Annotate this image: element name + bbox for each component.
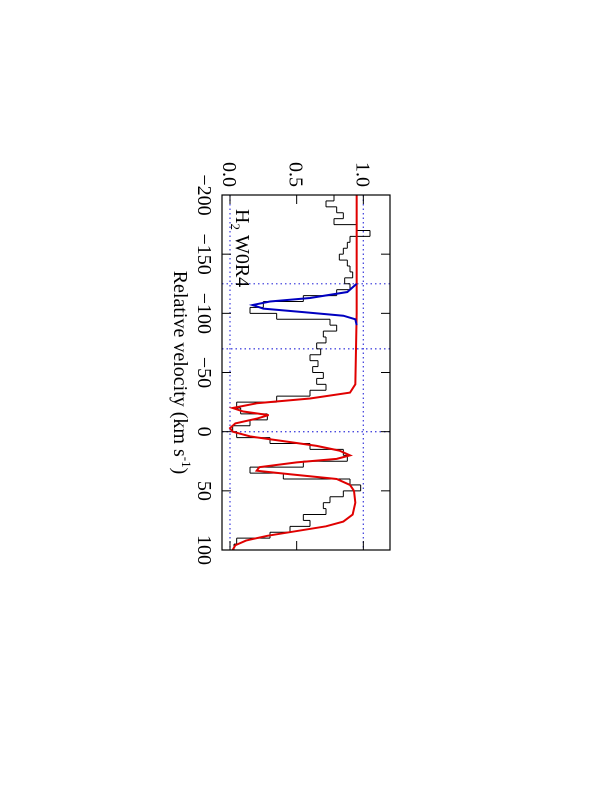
x-axis-label-end: ) (169, 468, 191, 475)
plot-area: −200 −150 −100 −50 0 50 100 0.0 0.5 1.0 Relative v… (169, 162, 391, 565)
model-line (228, 195, 358, 551)
annotation-main: H (231, 209, 253, 223)
annotation: H2 W0R4 (228, 209, 253, 287)
x-tick-label: 50 (193, 481, 215, 501)
annotation-tail: W0R4 (231, 235, 253, 287)
x-tick-label: −200 (193, 174, 215, 215)
x-axis-label-sup: -1 (179, 457, 194, 468)
x-tick-label: −50 (193, 357, 215, 388)
x-axis-label: Relative velocity (km s-1) (169, 271, 194, 475)
y-tick-label: 1.0 (351, 162, 373, 187)
annotation-sub: 2 (228, 223, 243, 230)
x-tick-label: −150 (193, 234, 215, 275)
x-tick-label: 0 (193, 427, 215, 437)
y-tick-label: 0.0 (218, 162, 240, 187)
x-axis-label-text: Relative velocity (km s (169, 271, 191, 457)
x-tick-label: 100 (193, 535, 215, 565)
y-tick-label: 0.5 (285, 162, 307, 187)
model-line (248, 283, 358, 326)
x-tick-label: −100 (193, 293, 215, 334)
